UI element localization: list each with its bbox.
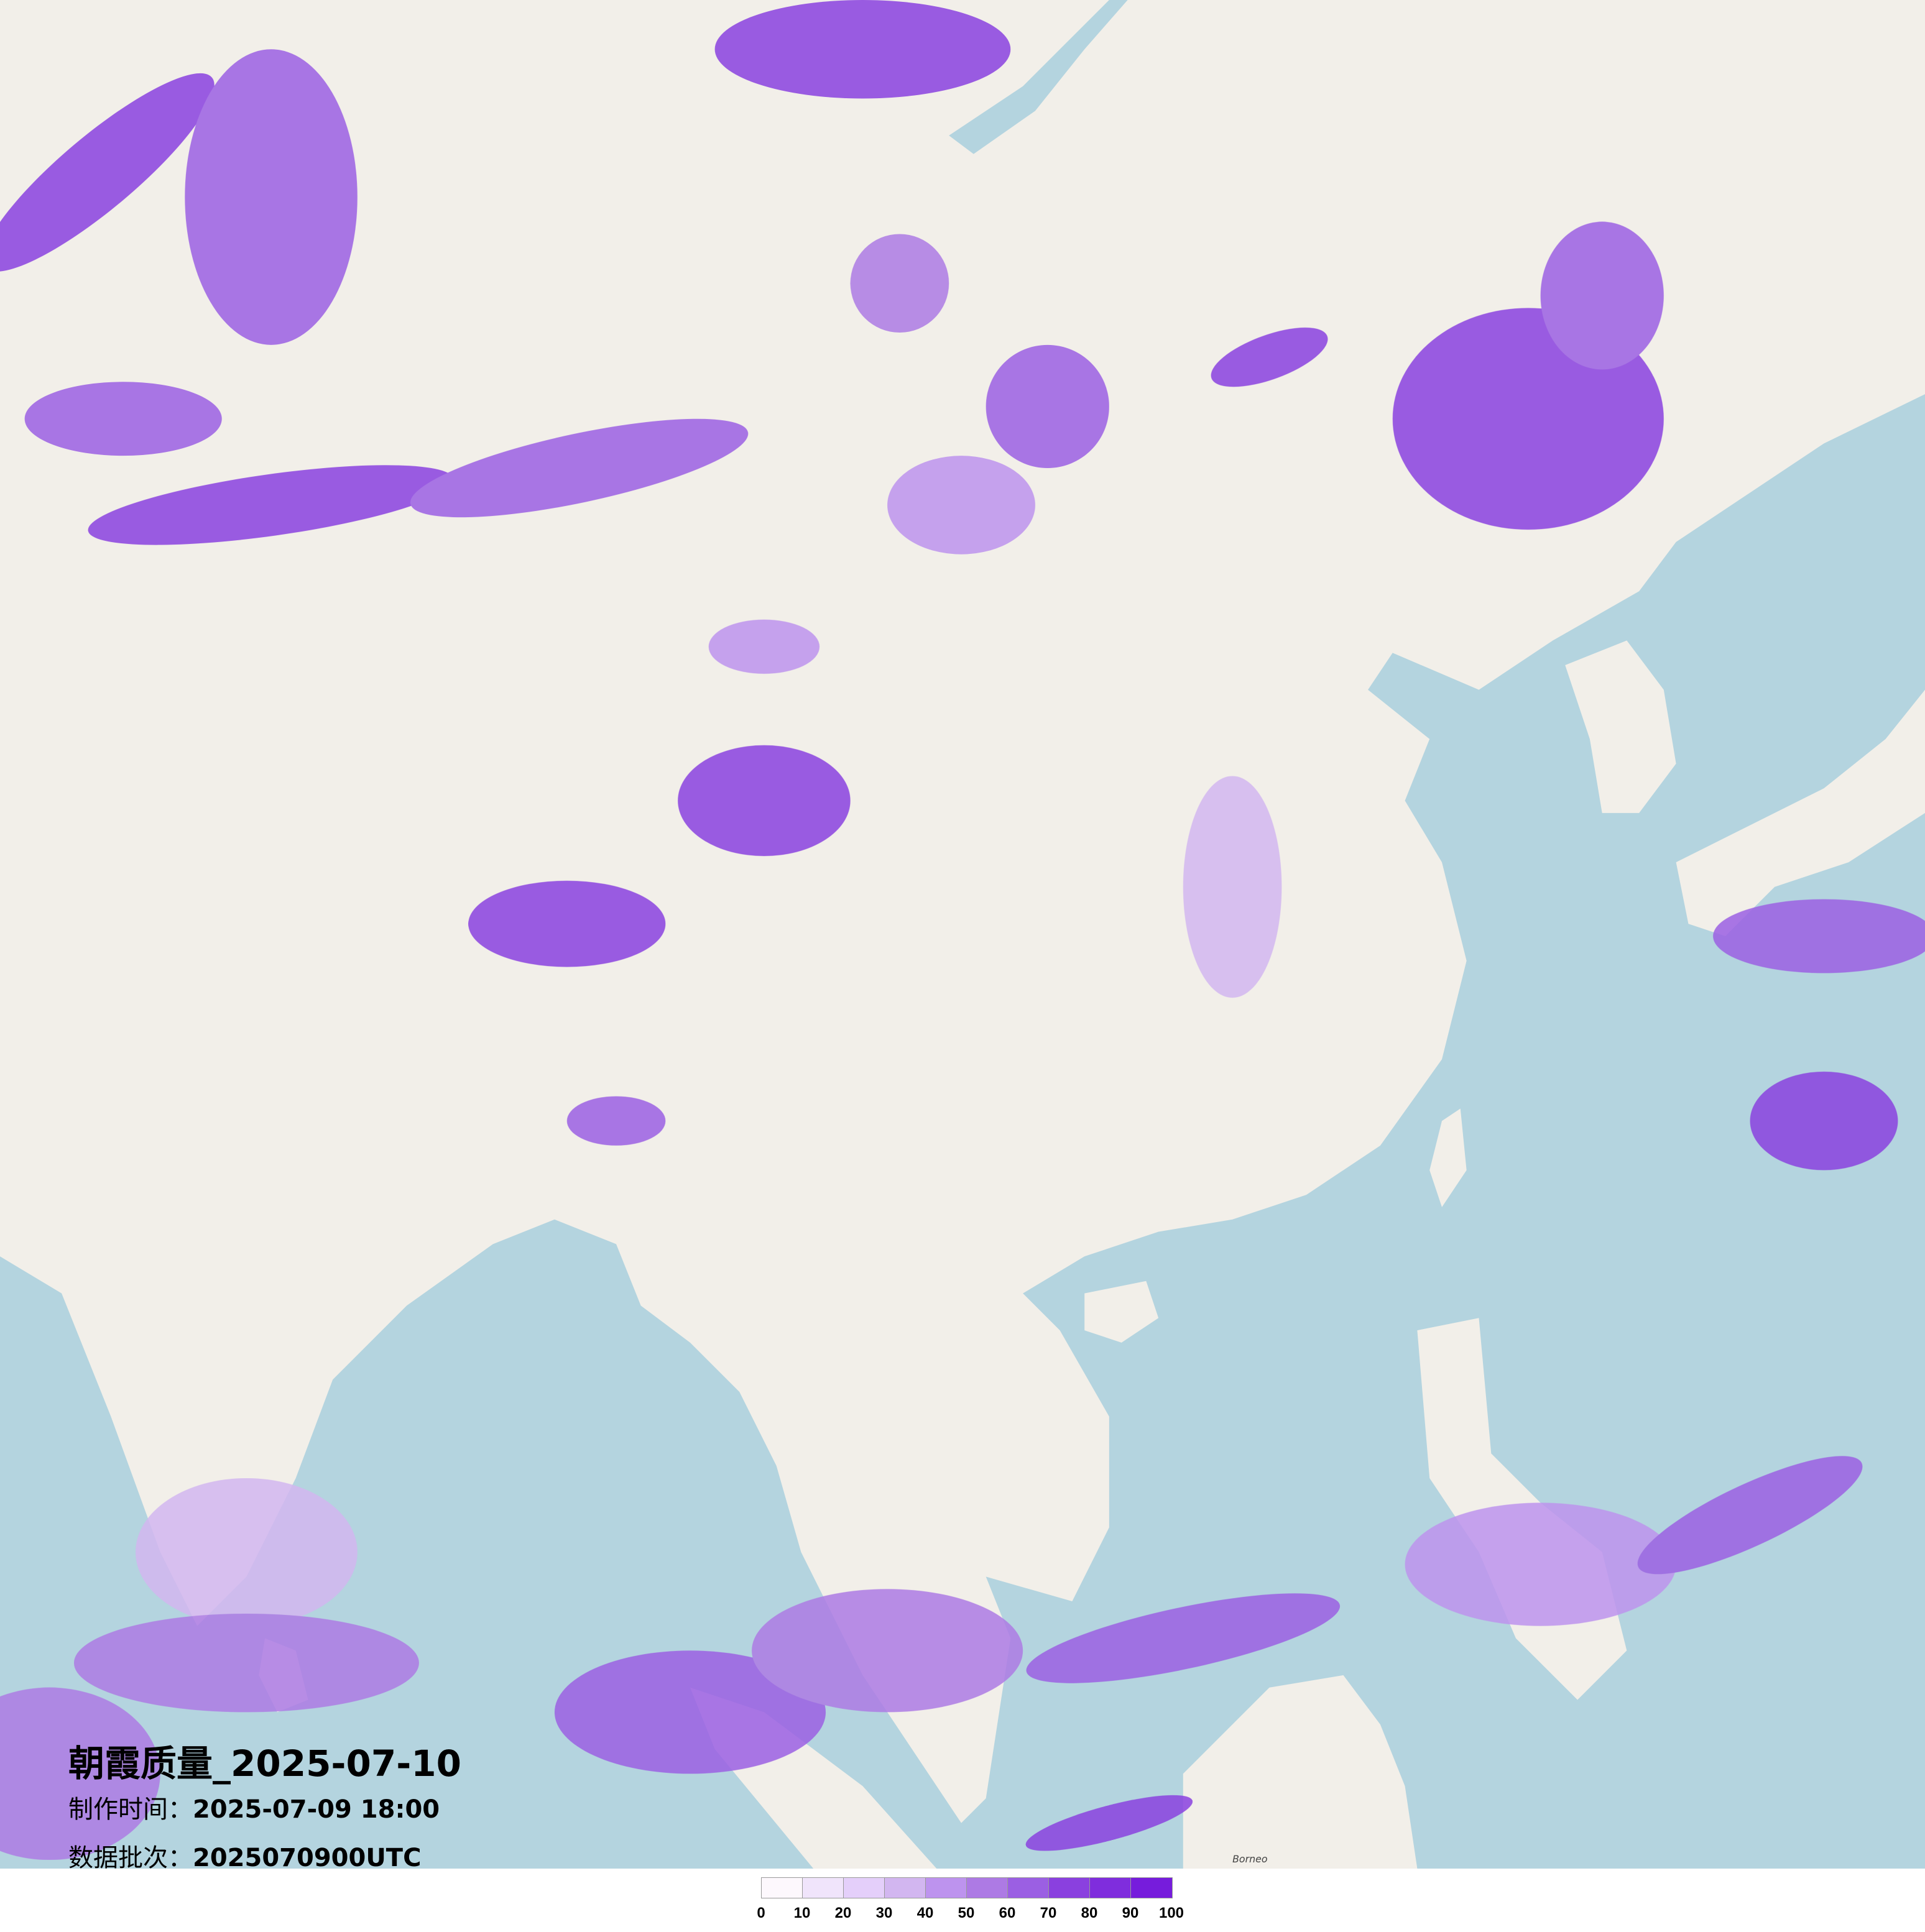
production-time: 制作时间：2025-07-09 18:00: [68, 1789, 440, 1825]
legend-tick-label: 100: [1158, 1905, 1184, 1921]
legend-tick-label: 10: [793, 1905, 811, 1921]
taiwan: [1429, 1108, 1467, 1207]
legend-swatch: [803, 1878, 844, 1898]
legend-swatch: [885, 1878, 926, 1898]
color-legend: [761, 1877, 1173, 1898]
legend-swatch: [844, 1878, 885, 1898]
japan: [1676, 689, 1925, 936]
hainan: [1084, 1281, 1159, 1343]
production-time-label: 制作时间：: [68, 1795, 193, 1824]
legend-tick-label: 90: [1122, 1905, 1139, 1921]
sunrise-glow-quality-overlay: [0, 0, 1925, 1861]
korea: [1565, 640, 1676, 813]
legend-tick-label: 0: [757, 1905, 765, 1921]
map-label-borneo: Borneo: [1232, 1853, 1268, 1865]
data-batch: 数据批次：2025070900UTC: [68, 1838, 421, 1874]
sea: [0, 394, 1925, 1869]
legend-swatch: [967, 1878, 1008, 1898]
data-batch-value: 2025070900UTC: [193, 1844, 422, 1872]
legend-ticks: 0 10 20 30 40 50 60 70 80 90 100: [757, 1905, 1184, 1923]
borneo: [1183, 1675, 1418, 1869]
map-title: 朝霞质量_2025-07-10: [68, 1742, 461, 1785]
legend-tick-label: 60: [999, 1905, 1016, 1921]
legend-tick-label: 50: [958, 1905, 975, 1921]
legend-swatch: [926, 1878, 967, 1898]
legend-swatch: [1008, 1878, 1049, 1898]
legend-tick-label: 30: [875, 1905, 893, 1921]
legend-tick-label: 70: [1040, 1905, 1057, 1921]
legend-swatch: [1131, 1878, 1172, 1898]
lake-baikal: [949, 0, 1128, 154]
legend-tick-label: 80: [1081, 1905, 1098, 1921]
base-map[interactable]: Borneo: [0, 0, 1925, 1869]
legend-swatch: [762, 1878, 803, 1898]
production-time-value: 2025-07-09 18:00: [193, 1795, 440, 1824]
data-batch-label: 数据批次：: [68, 1844, 193, 1872]
legend-swatch: [1049, 1878, 1090, 1898]
legend-tick-label: 20: [834, 1905, 852, 1921]
legend-tick-label: 40: [916, 1905, 934, 1921]
legend-swatch: [1090, 1878, 1131, 1898]
